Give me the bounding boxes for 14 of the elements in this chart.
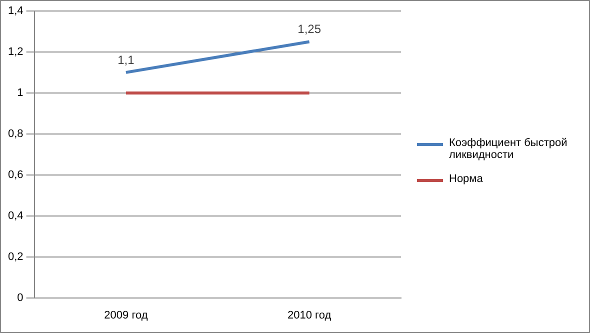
y-tick-label: 0,4 [8,210,24,222]
x-tick-label: 2009 год [104,309,148,322]
data-label: 1,1 [118,52,135,67]
legend-label: Коэффициент быстрой ликвидности [449,136,568,160]
y-tick-label: 1 [17,86,24,99]
y-tick-label: 0,8 [8,128,24,140]
legend-label: Норма [449,172,483,184]
y-tick-label: 0,6 [8,168,24,181]
y-tick-label: 0,2 [8,250,24,263]
y-tick-label: 1,4 [8,5,24,18]
data-label: 1,25 [298,22,322,36]
y-tick-label: 0 [17,292,24,304]
y-tick-label: 1,2 [8,46,24,58]
x-tick-label: 2010 год [288,309,332,322]
